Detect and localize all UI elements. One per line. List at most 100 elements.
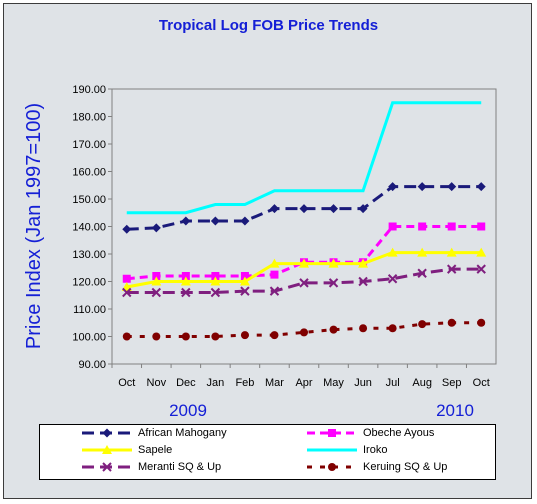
data-point [210,287,221,298]
legend-swatch-marker [102,462,112,472]
x-axis: Oct Nov Dec Jan Feb Mar Apr May Jun Jul Aug Sep Oct [111,364,490,389]
x-tick-label: Aug [412,377,432,389]
data-point [446,264,457,274]
data-point [358,204,368,214]
data-point [329,204,339,214]
legend-item: Keruing SQ & Up [305,461,447,473]
y-tick-label: 170.00 [72,139,106,151]
legend-item: Meranti SQ & Up [80,461,221,473]
data-point [446,247,457,257]
data-point [269,204,279,214]
data-point [211,272,220,280]
data-point [476,264,486,274]
legend-label: African Mahogany [138,427,227,439]
data-point [299,204,309,214]
data-point [299,278,309,288]
legend-label: Obeche Ayous [363,427,435,439]
y-tick-label: 110.00 [73,304,106,316]
data-point [358,276,368,287]
data-point [181,216,191,226]
x-tick-label: Jul [386,377,400,389]
series-meranti-sq-up [122,264,486,298]
data-point [181,287,191,298]
data-point [240,331,249,340]
series-layer [121,101,487,341]
data-point [447,318,456,327]
data-point [240,286,250,296]
data-point [270,270,279,279]
data-point [418,222,427,231]
legend-item: African Mahogany [80,427,227,439]
data-point [210,216,220,226]
legend-label: Keruing SQ & Up [363,461,448,473]
y-tick-label: 140.00 [72,222,106,234]
series-line [126,101,482,215]
data-point [180,276,191,286]
data-point [211,332,220,341]
data-point [152,272,161,280]
data-point [476,182,486,192]
x-tick-label: Jun [354,377,372,389]
data-point [328,258,339,268]
legend-swatch [307,448,357,452]
data-point [300,328,308,337]
y-tick-label: 130.00 [72,249,106,261]
data-point [417,247,428,257]
data-point [151,276,162,286]
data-point [270,331,279,340]
data-point [122,274,131,283]
x-tick-label: Dec [176,377,196,389]
data-point [417,182,427,192]
data-point [417,268,427,278]
legend-swatch-marker [102,445,112,455]
data-point [181,272,190,280]
x-tick-label: May [323,377,344,389]
legend-swatch-marker [102,428,112,438]
data-point [152,332,161,341]
x-tick-label: Apr [295,377,312,389]
data-point [269,286,280,296]
data-point [477,222,486,231]
data-point [239,276,250,286]
data-point [388,222,397,231]
legend-swatch [307,463,357,472]
legend-swatch [82,462,132,472]
data-point [447,182,457,192]
series-keruing-sq-up [122,318,486,341]
data-point [210,276,221,286]
data-point [418,320,427,329]
data-point [359,324,368,333]
x-tick-label: Sep [442,377,462,389]
legend: African Mahogany Obeche Ayous Sapele Iroko M… [39,424,496,480]
legend-label: Iroko [363,444,388,456]
y-tick-label: 120.00 [72,277,106,289]
legend-label: Sapele [138,444,173,456]
x-tick-label: Jan [207,377,225,389]
data-point [151,223,161,233]
y-axis-title: Price Index (Jan 1997=100) [23,103,45,349]
legend-swatch-marker [328,429,336,438]
data-point [122,287,132,298]
y-tick-label: 160.00 [72,167,106,179]
y-tick-label: 100.00 [72,332,106,344]
chart-title: Tropical Log FOB Price Trends [158,17,379,34]
legend-swatch [82,445,132,455]
data-point [181,332,190,341]
y-tick-label: 150.00 [72,194,106,206]
data-point [151,287,162,298]
y-tick-label: 180.00 [72,112,106,124]
y-axis: 90.00 100.00 110.00 120.00 130.00 140.00 150.0… [72,84,112,371]
x-tick-label: Feb [235,377,254,389]
data-point [122,332,131,341]
data-point [477,318,486,327]
data-point [240,272,249,280]
data-point [476,247,487,257]
x-tick-label: Oct [118,377,135,389]
data-point [329,325,338,334]
plot-area [111,88,497,365]
year-label-2009: 2009 [169,401,207,420]
year-label-2010: 2010 [436,401,474,420]
data-point [387,274,398,284]
data-point [388,182,398,192]
legend-swatch [82,428,132,438]
